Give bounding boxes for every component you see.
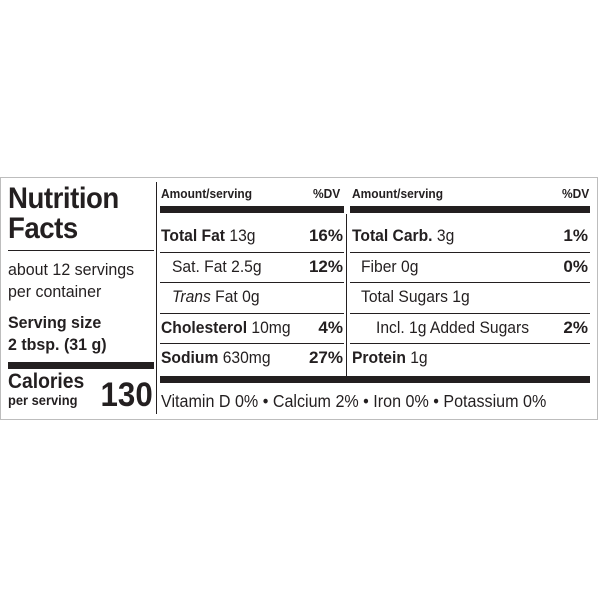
- title-line-1: Nutrition: [8, 182, 119, 215]
- vitamins-rule: [160, 376, 590, 383]
- row-divider: [160, 343, 344, 344]
- nutrient-name: Fat: [215, 287, 238, 306]
- row-divider: [160, 282, 344, 283]
- left-header-rule: [160, 206, 344, 213]
- calories-value: 130: [100, 376, 153, 414]
- left-row-cholesterol-dv: 4%: [318, 318, 343, 337]
- thick-divider: [8, 362, 154, 369]
- nutrient-name: Cholesterol: [161, 318, 248, 337]
- servings-per-container: about 12 servings per container: [8, 259, 134, 303]
- right-row-fiber-dv: 0%: [563, 257, 588, 276]
- label-title: Nutrition Facts: [8, 184, 119, 244]
- nutrient-amount: 1g: [452, 287, 470, 306]
- right-row-total-sugars: Total Sugars 1g: [361, 287, 470, 307]
- column-separator-middle: [346, 214, 347, 382]
- left-row-trans-fat: Trans Fat 0g: [172, 287, 260, 307]
- row-divider: [160, 313, 344, 314]
- nutrient-name: Total Fat: [161, 226, 226, 245]
- right-row-added-sugars-dv: 2%: [563, 318, 588, 337]
- nutrient-name-italic: Trans: [172, 287, 211, 306]
- left-header-amount: Amount/serving: [161, 186, 253, 201]
- nutrient-amount: 3g: [436, 226, 455, 245]
- title-line-2: Facts: [8, 212, 78, 245]
- serving-size: Serving size 2 tbsp. (31 g): [8, 312, 107, 356]
- right-row-fiber: Fiber 0g: [361, 257, 418, 277]
- nutrient-amount: 630mg: [222, 348, 271, 367]
- nutrient-name: Total Sugars: [361, 287, 448, 306]
- row-divider: [350, 343, 590, 344]
- nutrient-name: Protein: [352, 348, 406, 367]
- left-header-dv: %DV: [313, 186, 341, 201]
- left-row-sat-fat-dv: 12%: [308, 257, 343, 276]
- nutrient-name: Sodium: [161, 348, 219, 367]
- vitamins-minerals: Vitamin D 0% • Calcium 2% • Iron 0% • Po…: [161, 391, 547, 411]
- servings-line-1: about 12 servings: [8, 260, 135, 279]
- right-row-total-carb: Total Carb. 3g: [352, 226, 454, 246]
- right-header-rule: [350, 206, 590, 213]
- divider: [8, 250, 154, 251]
- nutrient-amount: 0g: [242, 287, 260, 306]
- nutrient-amount: 13g: [229, 226, 256, 245]
- row-divider: [160, 252, 344, 253]
- serving-size-value: 2 tbsp. (31 g): [8, 335, 107, 354]
- row-divider: [350, 252, 590, 253]
- left-row-sodium: Sodium 630mg: [161, 348, 271, 368]
- left-row-total-fat-dv: 16%: [308, 226, 343, 245]
- left-row-sodium-dv: 27%: [308, 348, 343, 367]
- calories-sublabel: per serving: [8, 392, 78, 408]
- servings-line-2: per container: [8, 282, 102, 301]
- right-header-amount: Amount/serving: [352, 186, 444, 201]
- row-divider: [350, 282, 590, 283]
- nutrient-name: Sat. Fat: [172, 257, 227, 276]
- nutrient-amount: 1g: [410, 348, 428, 367]
- nutrient-name: Incl. 1g Added Sugars: [376, 318, 530, 337]
- right-row-added-sugars: Incl. 1g Added Sugars: [376, 318, 529, 338]
- column-separator: [156, 182, 157, 414]
- left-row-total-fat: Total Fat 13g: [161, 226, 255, 246]
- nutrient-amount: 0g: [400, 257, 419, 276]
- left-row-sat-fat: Sat. Fat 2.5g: [172, 257, 262, 277]
- nutrient-name: Total Carb.: [352, 226, 433, 245]
- right-row-total-carb-dv: 1%: [563, 226, 588, 245]
- left-row-cholesterol: Cholesterol 10mg: [161, 318, 291, 338]
- right-header-dv: %DV: [562, 186, 590, 201]
- nutrient-name: Fiber: [361, 257, 397, 276]
- calories-label: Calories: [8, 370, 85, 393]
- right-row-protein: Protein 1g: [352, 348, 428, 368]
- nutrient-amount: 2.5g: [231, 257, 262, 276]
- nutrient-amount: 10mg: [251, 318, 291, 337]
- row-divider: [350, 313, 590, 314]
- serving-size-label: Serving size: [8, 313, 102, 332]
